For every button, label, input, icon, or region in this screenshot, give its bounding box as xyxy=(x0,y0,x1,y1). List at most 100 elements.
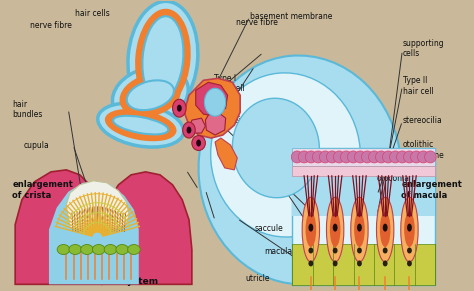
Ellipse shape xyxy=(319,151,331,163)
Ellipse shape xyxy=(383,260,388,267)
Ellipse shape xyxy=(418,151,429,163)
Text: nerve fibre: nerve fibre xyxy=(30,21,73,30)
Ellipse shape xyxy=(92,244,105,254)
Polygon shape xyxy=(15,170,102,284)
Text: otolithic
membrane: otolithic membrane xyxy=(402,140,444,159)
Bar xyxy=(292,244,435,285)
Ellipse shape xyxy=(120,74,180,116)
Text: Type II
hair cell: Type II hair cell xyxy=(402,77,433,96)
Ellipse shape xyxy=(390,151,401,163)
Ellipse shape xyxy=(383,223,388,232)
Ellipse shape xyxy=(104,244,117,254)
Polygon shape xyxy=(190,118,205,133)
Ellipse shape xyxy=(357,260,362,267)
Ellipse shape xyxy=(127,80,174,110)
Ellipse shape xyxy=(330,212,340,247)
Polygon shape xyxy=(66,181,129,232)
Ellipse shape xyxy=(327,197,344,262)
Ellipse shape xyxy=(383,151,394,163)
Text: supporting
cells: supporting cells xyxy=(402,39,444,58)
Ellipse shape xyxy=(309,248,313,253)
Text: saccule: saccule xyxy=(255,223,283,233)
Ellipse shape xyxy=(106,110,175,140)
Ellipse shape xyxy=(302,197,319,262)
Ellipse shape xyxy=(340,151,352,163)
Text: enlargement
of macula: enlargement of macula xyxy=(401,180,462,200)
Text: otoconia: otoconia xyxy=(377,174,410,183)
Ellipse shape xyxy=(327,151,338,163)
Ellipse shape xyxy=(403,151,415,163)
Ellipse shape xyxy=(128,1,198,116)
Ellipse shape xyxy=(116,244,128,254)
Text: vestibular system: vestibular system xyxy=(67,277,158,286)
Ellipse shape xyxy=(397,151,408,163)
Ellipse shape xyxy=(113,116,168,134)
Text: hair
bundles: hair bundles xyxy=(12,100,43,119)
Text: ampulla: ampulla xyxy=(81,186,112,195)
Ellipse shape xyxy=(404,212,415,247)
Polygon shape xyxy=(102,172,192,284)
Ellipse shape xyxy=(410,151,422,163)
Polygon shape xyxy=(205,112,226,135)
Ellipse shape xyxy=(407,223,412,232)
Text: macula: macula xyxy=(264,247,292,256)
Ellipse shape xyxy=(368,151,380,163)
Ellipse shape xyxy=(57,244,70,254)
Text: Type I
hair cell: Type I hair cell xyxy=(213,74,244,93)
Ellipse shape xyxy=(333,151,345,163)
Bar xyxy=(292,176,435,216)
Ellipse shape xyxy=(425,151,436,163)
Ellipse shape xyxy=(333,260,337,267)
Ellipse shape xyxy=(357,248,362,253)
Ellipse shape xyxy=(357,223,362,232)
Ellipse shape xyxy=(173,99,186,117)
Text: crista: crista xyxy=(99,216,120,225)
Ellipse shape xyxy=(376,197,394,262)
Ellipse shape xyxy=(182,122,195,138)
Ellipse shape xyxy=(407,260,412,267)
Text: kinocilium: kinocilium xyxy=(218,116,257,125)
Ellipse shape xyxy=(309,223,313,232)
Ellipse shape xyxy=(354,212,365,247)
Ellipse shape xyxy=(351,197,368,262)
Text: nerve fibre: nerve fibre xyxy=(237,18,278,27)
Ellipse shape xyxy=(309,260,313,267)
Ellipse shape xyxy=(192,136,205,150)
Ellipse shape xyxy=(136,10,190,107)
Polygon shape xyxy=(215,138,237,170)
Ellipse shape xyxy=(196,139,201,146)
Text: utricle: utricle xyxy=(246,274,270,283)
Text: stereocilia: stereocilia xyxy=(402,116,442,125)
Ellipse shape xyxy=(305,151,317,163)
Ellipse shape xyxy=(81,244,93,254)
Ellipse shape xyxy=(112,67,188,124)
Ellipse shape xyxy=(298,151,310,163)
Polygon shape xyxy=(196,82,228,116)
Ellipse shape xyxy=(210,73,360,237)
Ellipse shape xyxy=(333,248,337,253)
Ellipse shape xyxy=(375,151,387,163)
Text: cupula: cupula xyxy=(24,141,49,150)
Ellipse shape xyxy=(177,105,182,112)
Bar xyxy=(292,148,435,285)
Ellipse shape xyxy=(333,223,337,232)
Ellipse shape xyxy=(232,98,319,198)
Ellipse shape xyxy=(383,248,388,253)
Polygon shape xyxy=(49,181,139,284)
Ellipse shape xyxy=(142,16,183,101)
Ellipse shape xyxy=(407,248,412,253)
Ellipse shape xyxy=(347,151,359,163)
Bar xyxy=(292,166,435,176)
Ellipse shape xyxy=(292,151,303,163)
Ellipse shape xyxy=(355,151,366,163)
Ellipse shape xyxy=(69,244,82,254)
Text: enlargement
of crista: enlargement of crista xyxy=(12,180,73,200)
Text: basement membrane: basement membrane xyxy=(250,12,332,21)
Ellipse shape xyxy=(128,244,140,254)
Text: hair cells: hair cells xyxy=(75,9,109,18)
Polygon shape xyxy=(184,78,240,138)
Bar xyxy=(292,148,435,166)
Ellipse shape xyxy=(187,127,191,134)
Ellipse shape xyxy=(98,103,183,147)
Ellipse shape xyxy=(401,197,418,262)
